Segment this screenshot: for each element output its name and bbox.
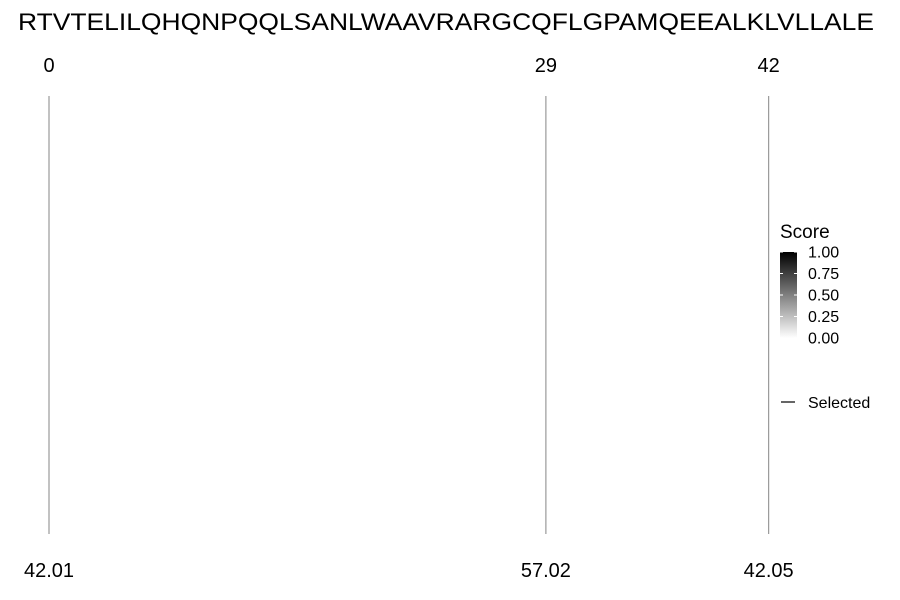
position-marks: 0 42.01 29 57.02 42 42.05 [24, 55, 794, 582]
legend-selected-label: Selected [808, 395, 870, 412]
score-label: 42.05 [744, 560, 794, 582]
position-label: 42 [758, 55, 780, 77]
score-label: 42.01 [24, 560, 74, 582]
legend-ticks: 1.00 0.75 0.50 0.25 0.00 [780, 245, 839, 348]
legend-tick-label: 0.75 [808, 266, 839, 283]
score-label: 57.02 [521, 560, 571, 582]
legend-tick-label: 0.25 [808, 309, 839, 326]
sequence-title: RTVTELILQHQNPQQLSANLWAAVRARGCQFLGPAMQEEA… [18, 9, 874, 36]
legend-tick-label: 0.50 [808, 288, 839, 305]
position-label: 0 [43, 55, 54, 77]
position-label: 29 [535, 55, 557, 77]
legend-tick-label: 0.00 [808, 331, 839, 348]
legend-tick-label: 1.00 [808, 245, 839, 262]
score-legend: Score 1.00 0.75 0.50 0.25 0.00 Selected [780, 222, 870, 412]
legend-title: Score [780, 222, 830, 243]
legend-gradient-bar [780, 252, 797, 338]
